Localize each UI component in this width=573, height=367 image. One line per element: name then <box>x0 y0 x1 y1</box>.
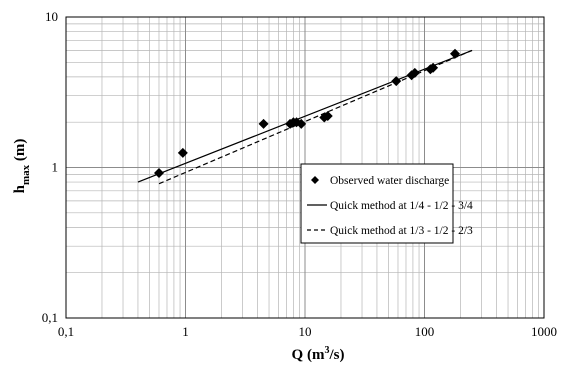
observed-point <box>428 62 439 73</box>
legend-label-observed: Observed water discharge <box>330 175 449 187</box>
legend-label-quarter: Quick method at 1/4 - 1/2 - 3/4 <box>330 200 473 212</box>
data-points <box>153 48 461 178</box>
legend-label-third: Quick method at 1/3 - 1/2 - 2/3 <box>330 225 473 237</box>
y-axis-title: hmax (m) <box>12 139 32 194</box>
observed-point <box>450 48 461 59</box>
observed-point <box>296 118 307 129</box>
observed-point <box>391 76 402 87</box>
observed-point <box>258 118 269 129</box>
x-tick-label: 1 <box>182 324 189 339</box>
observed-point <box>322 110 333 121</box>
observed-point <box>153 167 164 178</box>
x-tick-label: 10 <box>299 324 312 339</box>
x-tick-label: 0,1 <box>58 324 74 339</box>
x-tick-label: 100 <box>415 324 435 339</box>
x-tick-label: 1000 <box>531 324 557 339</box>
plot-area-frame <box>65 16 545 319</box>
x-tick-labels: 0,1 1 10 100 1000 <box>58 324 557 339</box>
trend-line-third <box>158 49 473 185</box>
observed-point <box>409 67 420 78</box>
legend-box <box>300 163 454 244</box>
x-axis-title: Q (m3/s) <box>292 345 345 363</box>
observed-point <box>177 147 188 158</box>
legend: Observed water discharge Quick method at… <box>300 163 473 244</box>
y-tick-label: 0,1 <box>42 310 58 325</box>
y-tick-label: 1 <box>52 160 59 175</box>
y-tick-labels: 0,1 1 10 <box>42 9 58 325</box>
y-tick-label: 10 <box>45 9 58 24</box>
legend-marker-observed <box>311 176 319 184</box>
